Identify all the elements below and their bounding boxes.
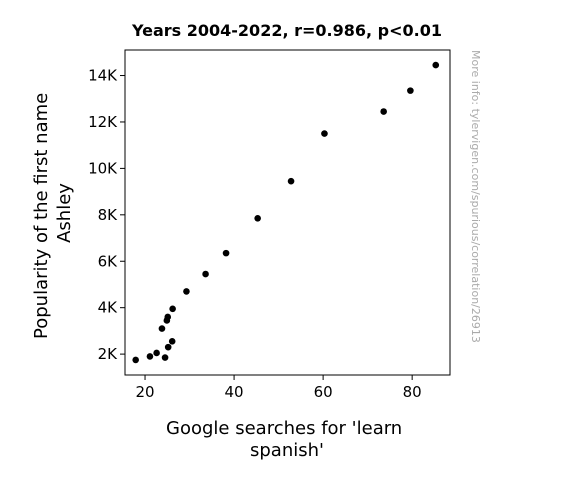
data-point-14 (168, 338, 176, 345)
x-axis-label-line-1: Google searches for 'learn (166, 418, 402, 439)
y-axis-label-line-2: Ashley (54, 183, 75, 243)
source-watermark: More info: tylervigen.com/spurious/corre… (469, 50, 482, 343)
data-point-16 (153, 349, 160, 357)
data-point-4 (321, 130, 328, 137)
data-point-10 (169, 305, 176, 313)
y-tick-label-2: 4K (98, 299, 119, 317)
x-tick-label-3: 60 (314, 383, 333, 401)
y-tick-label-3: 6K (98, 252, 119, 270)
data-point-6 (254, 215, 261, 222)
data-point-19 (132, 356, 139, 364)
data-point-1 (432, 61, 440, 69)
data-point-13 (158, 325, 166, 332)
data-point-18 (161, 354, 169, 361)
data-point-5 (287, 177, 295, 185)
y-tick-label-4: 8K (98, 206, 119, 224)
data-point-3 (380, 108, 387, 115)
data-point-17 (146, 353, 154, 360)
data-point-7 (222, 249, 230, 257)
y-tick-label-5: 10K (88, 159, 118, 177)
y-axis-label: Popularity of the first name Ashley (31, 87, 75, 339)
x-tick-label-1: 20 (135, 383, 154, 401)
plot-frame (124, 49, 451, 376)
y-tick-label-7: 14K (88, 67, 118, 85)
x-tick-label-2: 40 (225, 383, 244, 401)
y-axis-label-line-1: Popularity of the first name (31, 93, 52, 339)
chart-title: Years 2004-2022, r=0.986, p<0.01 (131, 21, 442, 40)
data-point-9 (183, 288, 190, 295)
data-point-15 (164, 343, 172, 351)
y-axis-ticks: 2K 4K 6K 8K 10K 12K 14K (88, 67, 125, 363)
x-axis-ticks: 20 40 60 80 (135, 375, 422, 401)
data-point-12 (163, 317, 171, 324)
x-tick-label-4: 80 (403, 383, 422, 401)
data-point-2 (407, 87, 414, 94)
x-axis-label: Google searches for 'learn spanish' (166, 418, 408, 461)
data-points (132, 61, 440, 364)
x-axis-label-line-2: spanish' (250, 440, 324, 461)
data-point-8 (202, 270, 209, 278)
y-tick-label-1: 2K (98, 345, 119, 363)
y-tick-label-6: 12K (88, 113, 118, 131)
